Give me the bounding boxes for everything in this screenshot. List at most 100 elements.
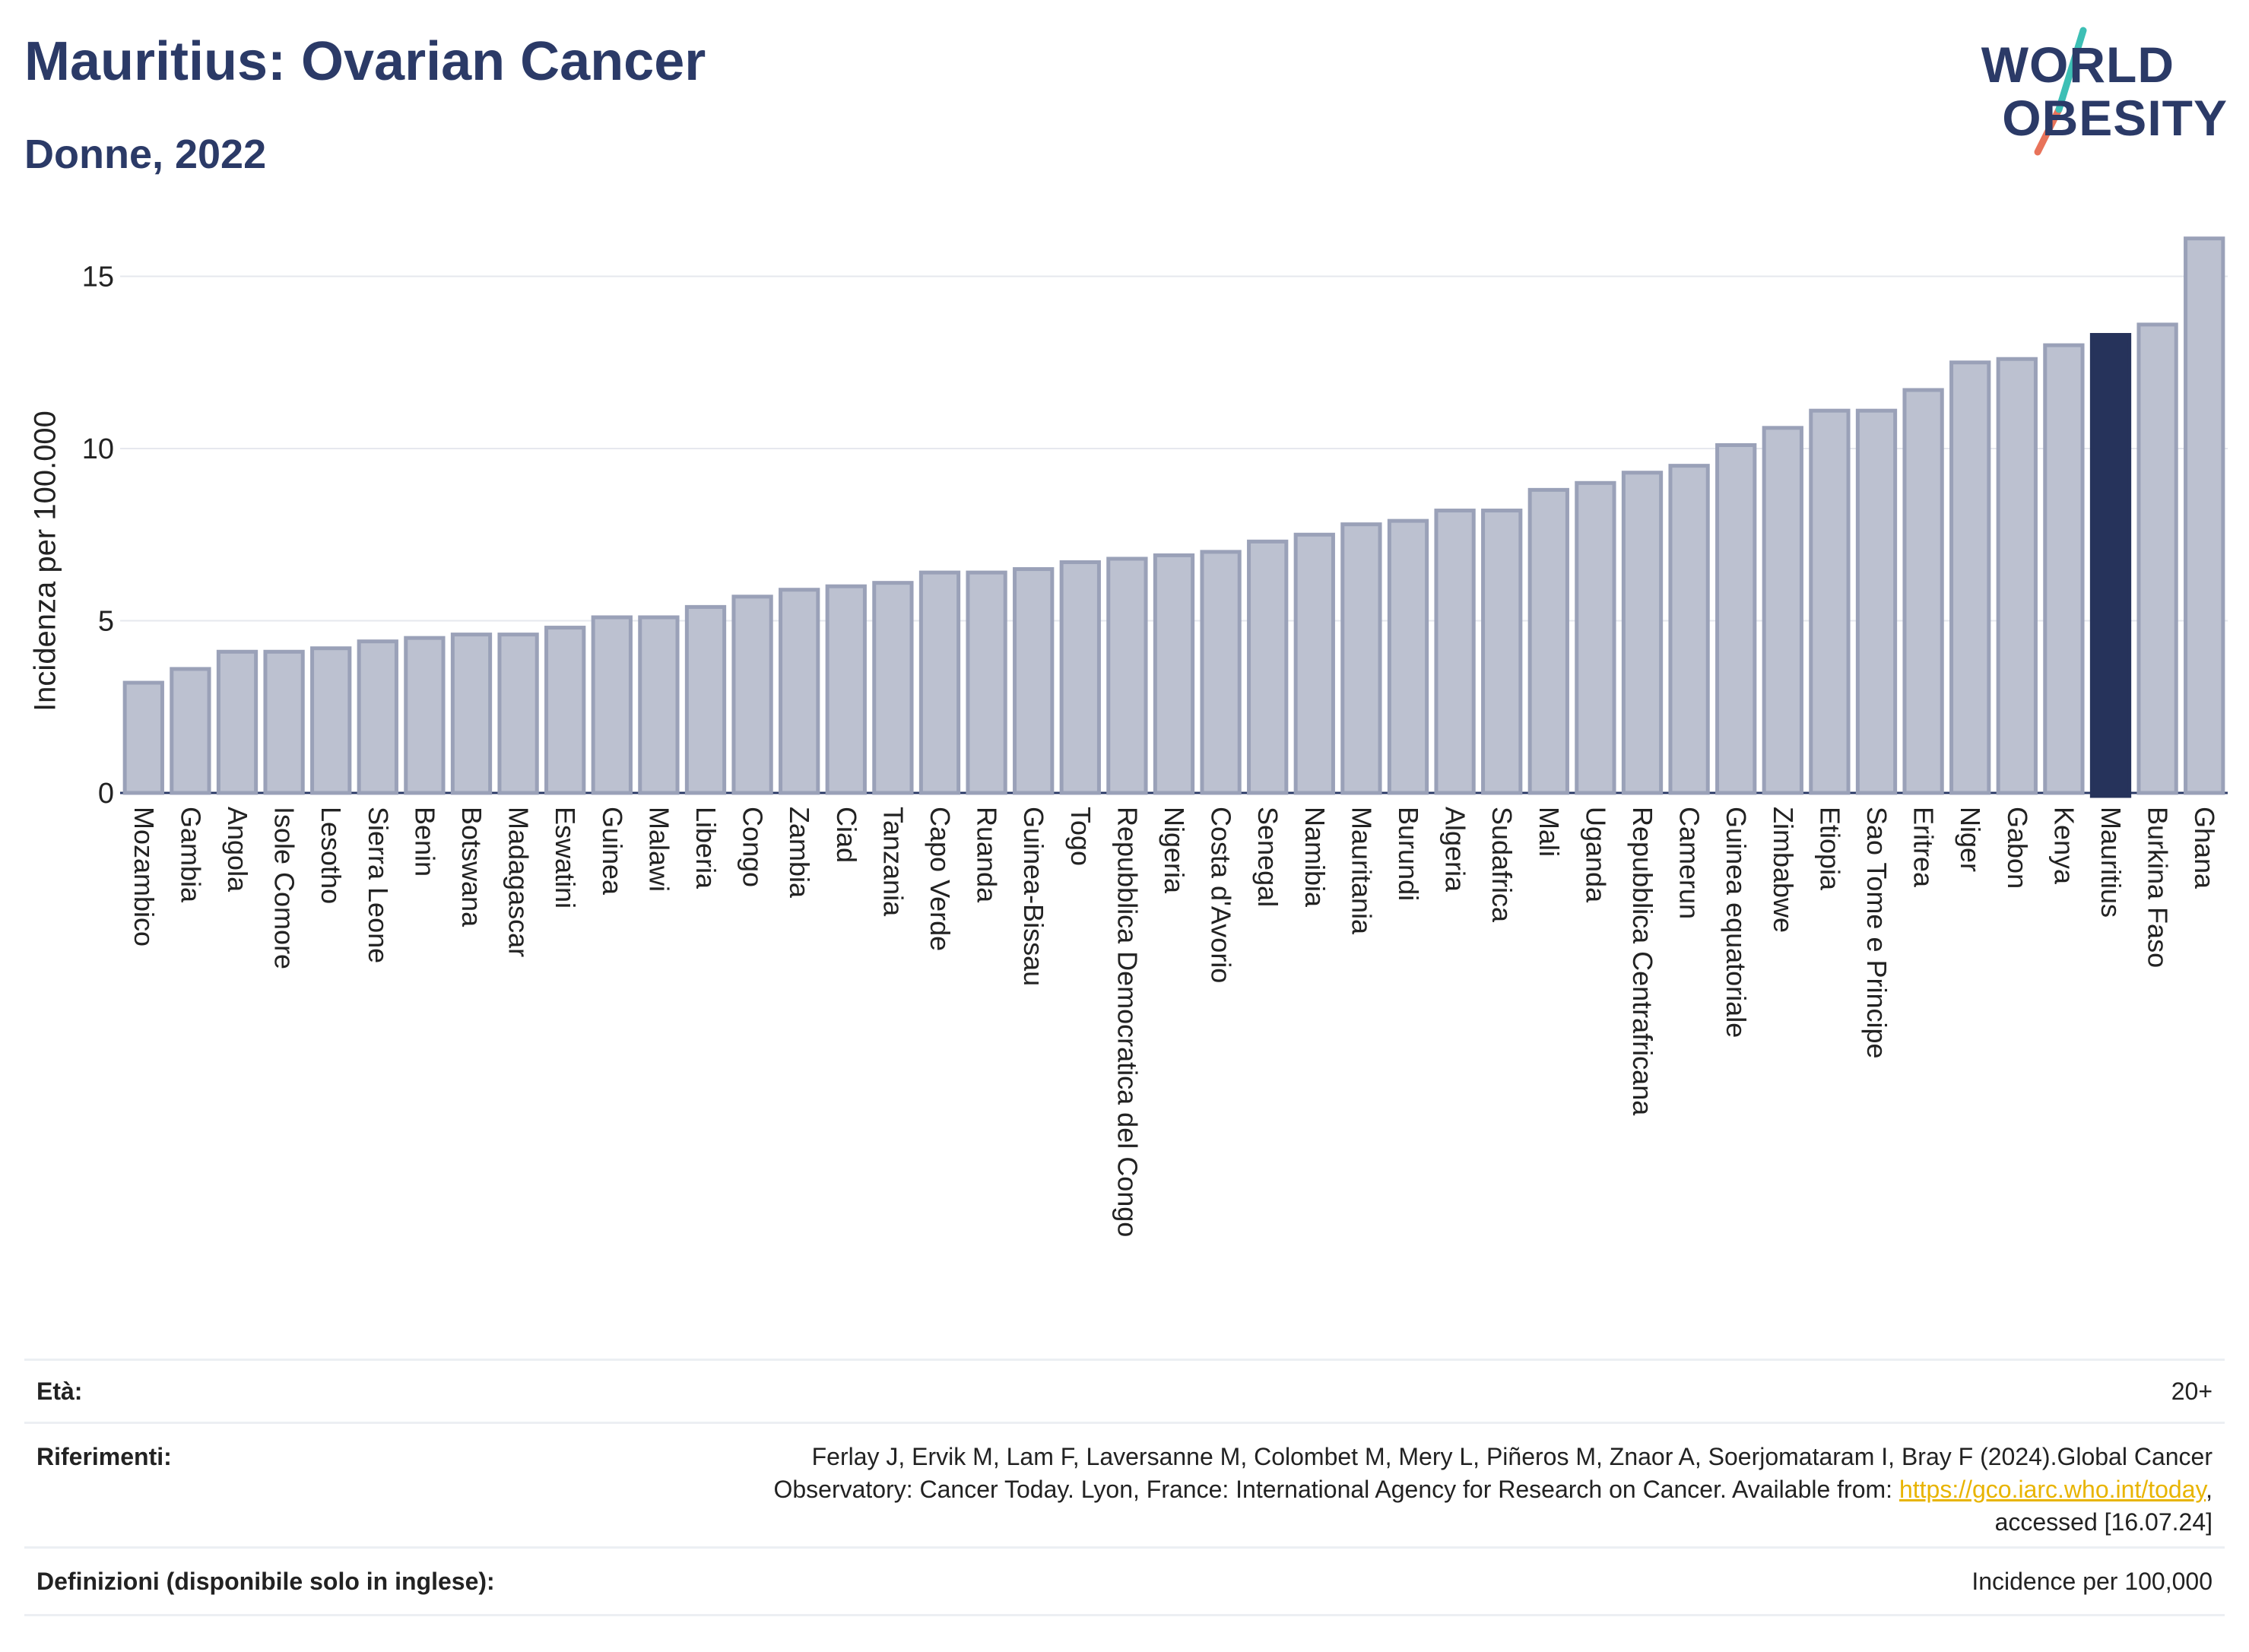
x-tick-label: Ghana bbox=[2189, 807, 2220, 889]
y-tick-label: 5 bbox=[98, 606, 114, 638]
bar-mali bbox=[1527, 487, 1569, 795]
x-tick-label: Costa d'Avorio bbox=[1206, 807, 1237, 983]
bar-sao-tome-e-principe bbox=[1855, 408, 1898, 795]
bar-malawi bbox=[638, 615, 680, 795]
bar-mozambico bbox=[122, 680, 164, 795]
y-tick-label: 15 bbox=[82, 262, 114, 293]
x-tick-label: Mauritius bbox=[2095, 807, 2127, 918]
bar-togo bbox=[1059, 560, 1101, 795]
x-tick-label: Zimbabwe bbox=[1768, 807, 1799, 933]
bar-madagascar bbox=[497, 633, 539, 795]
x-tick-label: Congo bbox=[738, 807, 769, 887]
bar-burundi bbox=[1387, 518, 1429, 795]
bar-lesotho bbox=[310, 646, 352, 795]
x-tick-label: Repubblica Democratica del Congo bbox=[1112, 807, 1143, 1237]
x-tick-label: Tanzania bbox=[877, 807, 909, 917]
bar-ciad bbox=[825, 584, 867, 795]
x-tick-label: Togo bbox=[1065, 807, 1096, 866]
bar-costa-d-avorio bbox=[1200, 550, 1242, 795]
chart-subtitle: Donne, 2022 bbox=[24, 132, 267, 177]
x-tick-label: Madagascar bbox=[503, 807, 534, 957]
x-tick-label: Mauritania bbox=[1346, 807, 1377, 935]
bar-etiopia bbox=[1809, 408, 1851, 795]
bar-angola bbox=[216, 649, 259, 795]
references-link[interactable]: https://gco.iarc.who.int/today bbox=[1898, 1476, 2206, 1503]
chart-title: Mauritius: Ovarian Cancer bbox=[24, 31, 706, 92]
bar-chart: 0 5 10 15 Mozambico Gambia Angola Isole Comore… bbox=[82, 236, 2228, 1237]
bar-niger bbox=[1949, 360, 1991, 795]
bar-kenya bbox=[2043, 343, 2085, 795]
bar-isole-comore bbox=[263, 649, 305, 795]
x-tick-label: Camerun bbox=[1674, 807, 1705, 919]
x-tick-labels: Mozambico Gambia Angola Isole Comore Lesotho… bbox=[128, 807, 2220, 1237]
references-text-3: , bbox=[2206, 1476, 2213, 1503]
references-label: Riferimenti: bbox=[36, 1443, 172, 1470]
x-tick-label: Malawi bbox=[643, 807, 674, 892]
x-tick-label: Guinea equatoriale bbox=[1721, 807, 1752, 1038]
bar-uganda bbox=[1575, 480, 1616, 795]
x-tick-label: Burkina Faso bbox=[2143, 807, 2174, 968]
x-tick-label: Gambia bbox=[175, 807, 206, 903]
references-value: Ferlay J, Ervik M, Lam F, Laversanne M, … bbox=[773, 1441, 2213, 1539]
x-tick-label: Sao Tome e Principe bbox=[1861, 807, 1892, 1059]
x-tick-label: Gabon bbox=[2002, 807, 2033, 889]
bar-guinea-bissau bbox=[1013, 567, 1055, 795]
bar-burkina-faso bbox=[2136, 322, 2178, 795]
x-tick-label: Sierra Leone bbox=[363, 807, 394, 963]
x-tick-label: Liberia bbox=[690, 807, 722, 889]
x-tick-label: Etiopia bbox=[1814, 807, 1845, 891]
bar-zimbabwe bbox=[1762, 426, 1803, 795]
bar-repubblica-democratica-del-congo bbox=[1106, 556, 1148, 795]
bar-algeria bbox=[1434, 509, 1476, 795]
y-tick-labels: 0 5 10 15 bbox=[82, 262, 114, 810]
x-tick-label: Lesotho bbox=[316, 807, 347, 904]
x-tick-label: Repubblica Centrafricana bbox=[1627, 807, 1658, 1116]
bar-ghana bbox=[2184, 236, 2225, 795]
bar-sierra-leone bbox=[357, 639, 398, 795]
definitions-value: Incidence per 100,000 bbox=[1971, 1567, 2213, 1595]
bar-ruanda bbox=[966, 570, 1007, 795]
x-tick-label: Benin bbox=[409, 807, 440, 877]
bar-nigeria bbox=[1153, 553, 1195, 795]
bar-repubblica-centrafricana bbox=[1621, 471, 1664, 795]
bar-eritrea bbox=[1902, 388, 1944, 795]
bar-gambia bbox=[170, 667, 211, 795]
bar-congo bbox=[731, 595, 773, 795]
logo-text-world: WORLD bbox=[1981, 36, 2174, 93]
x-tick-label: Ruanda bbox=[972, 807, 1003, 903]
bar-liberia bbox=[684, 604, 727, 795]
bar-gabon bbox=[1996, 357, 2038, 795]
y-tick-label: 10 bbox=[82, 433, 114, 465]
x-tick-label: Capo Verde bbox=[925, 807, 956, 951]
x-tick-label: Namibia bbox=[1299, 807, 1331, 908]
x-tick-label: Algeria bbox=[1440, 807, 1471, 893]
logo-slash-icon bbox=[2034, 27, 2087, 156]
bar-senegal bbox=[1247, 539, 1289, 795]
x-tick-label: Guinea-Bissau bbox=[1018, 807, 1049, 986]
bar-eswatini bbox=[544, 626, 586, 795]
references-text-1: Ferlay J, Ervik M, Lam F, Laversanne M, … bbox=[811, 1443, 2213, 1470]
x-tick-label: Eswatini bbox=[550, 807, 581, 908]
info-row-references: Riferimenti: Ferlay J, Ervik M, Lam F, L… bbox=[24, 1422, 2225, 1546]
x-tick-label: Botswana bbox=[456, 807, 487, 927]
world-obesity-logo: WORLD OBESITY bbox=[1969, 26, 2228, 163]
age-label: Età: bbox=[36, 1377, 83, 1405]
x-tick-label: Eritrea bbox=[1908, 807, 1940, 888]
x-tick-label: Mozambico bbox=[128, 807, 160, 946]
x-tick-label: Uganda bbox=[1580, 807, 1611, 903]
x-tick-label: Angola bbox=[222, 807, 253, 893]
bars bbox=[122, 236, 2225, 798]
bar-tanzania bbox=[872, 581, 914, 795]
definitions-label: Definizioni (disponibile solo in inglese… bbox=[36, 1567, 495, 1595]
x-tick-label: Burundi bbox=[1393, 807, 1424, 901]
bar-mauritius bbox=[2089, 333, 2132, 798]
logo-text-obesity: OBESITY bbox=[2002, 90, 2228, 146]
x-tick-label: Niger bbox=[1955, 807, 1986, 872]
x-tick-label: Ciad bbox=[831, 807, 862, 863]
references-text-4: accessed [16.07.24] bbox=[1994, 1508, 2213, 1536]
x-tick-label: Nigeria bbox=[1159, 807, 1190, 894]
bar-camerun bbox=[1668, 464, 1710, 795]
bar-botswana bbox=[450, 633, 493, 795]
info-row-age: Età: 20+ bbox=[24, 1359, 2225, 1422]
x-tick-label: Zambia bbox=[784, 807, 815, 899]
